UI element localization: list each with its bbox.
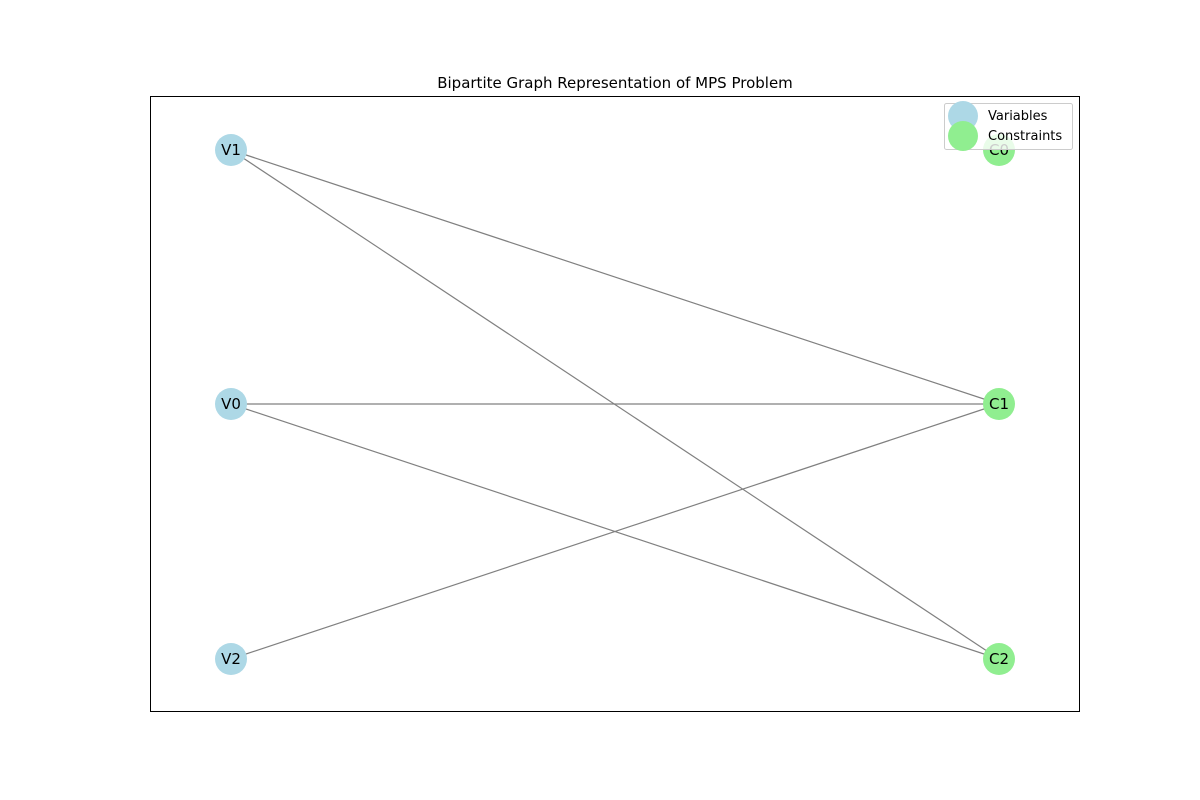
node-c2-label: C2 — [989, 650, 1009, 668]
node-v2-label: V2 — [221, 650, 241, 668]
node-c2-circle — [983, 643, 1015, 675]
figure-title: Bipartite Graph Representation of MPS Pr… — [437, 74, 793, 92]
edge-v2-c1 — [230, 403, 1000, 660]
node-v2-circle — [215, 643, 247, 675]
node-c1: C1 — [983, 388, 1015, 420]
node-c1-circle — [983, 388, 1015, 420]
legend: Variables Constraints — [944, 101, 1073, 151]
node-v1-label: V1 — [221, 141, 241, 159]
node-v1-circle — [215, 134, 247, 166]
legend-constraints-marker — [948, 121, 978, 151]
plot-frame — [150, 96, 1080, 712]
nodes-layer: V1V0V2C0C1C2 — [215, 134, 1015, 675]
node-c2: C2 — [983, 643, 1015, 675]
node-v1: V1 — [215, 134, 247, 166]
node-v0-label: V0 — [221, 395, 241, 413]
node-v2: V2 — [215, 643, 247, 675]
edges-layer — [230, 149, 1000, 660]
node-v0-circle — [215, 388, 247, 420]
node-v0: V0 — [215, 388, 247, 420]
legend-constraints-label: Constraints — [988, 129, 1062, 144]
legend-variables-label: Variables — [988, 109, 1048, 124]
edge-v1-c1 — [230, 149, 1000, 405]
node-c1-label: C1 — [989, 395, 1009, 413]
